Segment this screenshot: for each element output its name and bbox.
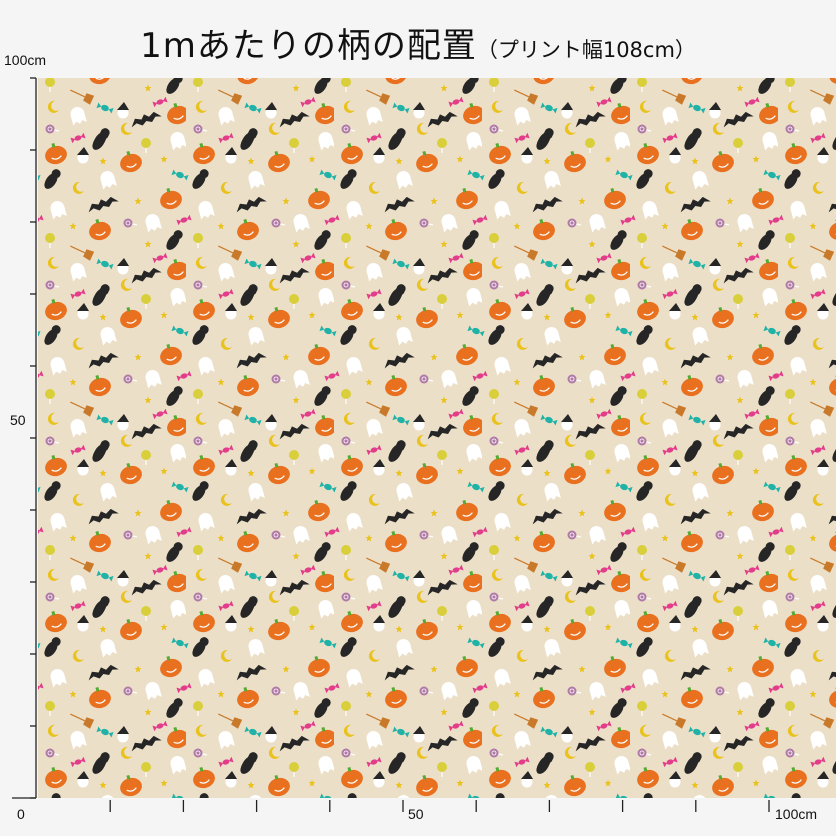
axis-label-bottom-end: 100cm <box>775 806 818 822</box>
page-title: 1mあたりの柄の配置（プリント幅108cm） <box>0 18 836 67</box>
axis-label-bottom-zero: 0 <box>17 806 25 822</box>
title-main: 1mあたりの柄の配置 <box>140 26 477 66</box>
axis-label-left-mid: 50 <box>10 412 26 428</box>
fabric-pattern-preview <box>38 78 836 798</box>
axis-label-bottom-mid: 50 <box>408 806 424 822</box>
title-sub: （プリント幅108cm） <box>476 38 696 62</box>
axis-label-left-top: 100cm <box>4 52 47 68</box>
fabric-area <box>38 78 836 798</box>
